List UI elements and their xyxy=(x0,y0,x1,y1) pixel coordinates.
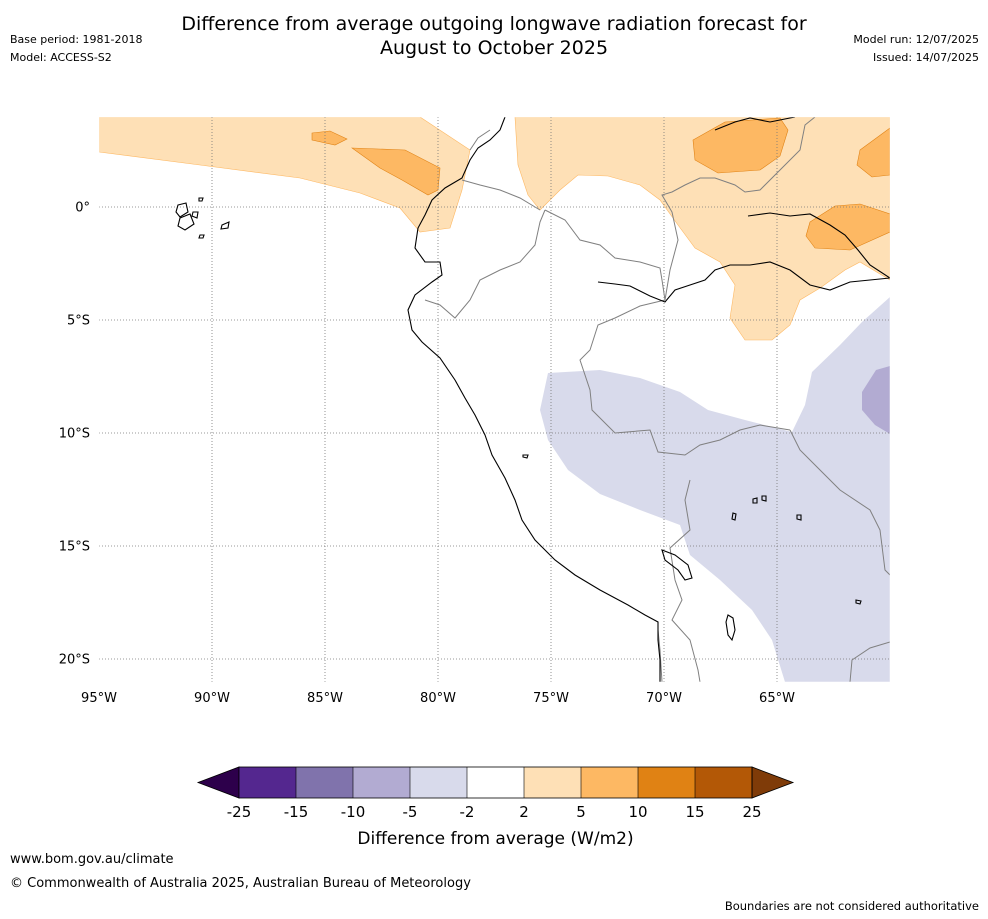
coast-galapagos-3 xyxy=(191,211,199,219)
lon-tick-label: 85°W xyxy=(307,691,343,706)
border-colombia-ecuador xyxy=(461,179,541,211)
issued-date: Issued: 14/07/2025 xyxy=(872,51,979,64)
pos-medium-amazon xyxy=(805,203,890,251)
lon-tick-label: 90°W xyxy=(194,691,230,706)
colorbar-segment xyxy=(296,767,353,798)
colorbar-over-arrow xyxy=(751,766,795,799)
colorbar-tick-label: 10 xyxy=(628,803,647,821)
coast-caribbean xyxy=(714,117,796,131)
colorbar-tick-label: -10 xyxy=(341,803,366,821)
colorbar-tick-label: -5 xyxy=(403,803,418,821)
anomaly-negative-medium xyxy=(862,366,890,434)
model-name: Model: ACCESS-S2 xyxy=(10,51,112,64)
title-line-2: August to October 2025 xyxy=(379,37,609,59)
lake-poopo xyxy=(725,614,736,642)
chart-title: Difference from average outgoing longwav… xyxy=(0,12,988,60)
gridlines xyxy=(99,117,890,682)
colorbar-tick-label: 5 xyxy=(576,803,586,821)
lake-titicaca xyxy=(661,549,693,581)
border-colombia-peru-brazil xyxy=(544,209,666,301)
colorbar-segment xyxy=(467,767,524,798)
colorbar-segment xyxy=(353,767,410,798)
lon-tick-label: 80°W xyxy=(420,691,456,706)
colorbar-tick-label: 15 xyxy=(685,803,704,821)
lon-tick-label: 95°W xyxy=(81,691,117,706)
copyright-text: © Commonwealth of Australia 2025, Austra… xyxy=(10,876,471,891)
lake-small-2 xyxy=(752,497,758,504)
colorbar-frame xyxy=(238,766,753,799)
pos-medium-pacific xyxy=(351,147,441,196)
lat-tick-label: 10°S xyxy=(59,426,90,441)
coast-galapagos-2 xyxy=(177,213,195,231)
border-chile-argentina xyxy=(657,629,663,682)
border-colombia-venezuela xyxy=(661,117,816,301)
colorbar-segment xyxy=(695,767,752,798)
colorbar-tick-label: -25 xyxy=(227,803,252,821)
river-negro xyxy=(747,212,890,279)
base-period: Base period: 1981-2018 xyxy=(10,33,143,46)
national-borders xyxy=(424,117,890,682)
title-line-1: Difference from average outgoing longwav… xyxy=(181,13,807,35)
coast-galapagos-1 xyxy=(175,202,189,218)
colorbar-under-arrow xyxy=(196,766,240,799)
colorbar-tick-label: -15 xyxy=(284,803,309,821)
lat-tick-label: 5°S xyxy=(67,313,90,328)
website-link[interactable]: www.bom.gov.au/climate xyxy=(10,852,174,867)
plot-frame xyxy=(98,116,891,683)
coast-pacific-south-america xyxy=(407,117,661,682)
lake-small-4 xyxy=(731,512,737,521)
colorbar-segment xyxy=(410,767,467,798)
map-axis-labels: 95°W 90°W 85°W 80°W 75°W 70°W 65°W 0° 5°S 10°S 15°… xyxy=(59,200,795,706)
lake-small-1 xyxy=(522,454,529,459)
lon-tick-label: 70°W xyxy=(646,691,682,706)
meta-left: Base period: 1981-2018 Model: ACCESS-S2 xyxy=(10,31,142,67)
border-peru-brazil xyxy=(579,299,791,456)
pos-medium-northeast xyxy=(856,127,890,178)
anomaly-positive-light xyxy=(99,117,890,341)
colorbar-tick-label: 2 xyxy=(519,803,529,821)
border-bolivia-brazil xyxy=(789,429,890,576)
boundary-note: Boundaries are not considered authoritat… xyxy=(724,899,979,913)
pos-medium-colombia xyxy=(692,117,789,174)
meta-right: Model run: 12/07/2025 Issued: 14/07/2025 xyxy=(853,31,979,67)
coast-galapagos-5 xyxy=(198,234,205,239)
lon-tick-label: 65°W xyxy=(759,691,795,706)
colorbar-tick-label: -2 xyxy=(460,803,475,821)
lat-tick-label: 15°S xyxy=(59,539,90,554)
map-plot-area xyxy=(99,117,890,682)
lake-small-5 xyxy=(796,514,802,521)
pos-light-northwest xyxy=(99,117,471,233)
lat-tick-label: 0° xyxy=(75,200,90,215)
lake-small-3 xyxy=(761,495,767,502)
border-bolivia-paraguay xyxy=(849,641,890,682)
coast-galapagos-6 xyxy=(198,197,204,202)
border-ecuador-peru xyxy=(424,209,546,319)
coast-galapagos-4 xyxy=(220,221,230,230)
colorbar-tick-label: 25 xyxy=(742,803,761,821)
anomaly-positive-medium xyxy=(311,117,890,251)
lat-tick-label: 20°S xyxy=(59,652,90,667)
border-peru-bolivia xyxy=(669,479,701,682)
border-panama-colombia xyxy=(469,129,491,151)
lon-tick-label: 75°W xyxy=(533,691,569,706)
river-amazon xyxy=(597,261,890,303)
colorbar-segment xyxy=(524,767,581,798)
colorbar-segment xyxy=(581,767,638,798)
colorbar-segment xyxy=(239,767,296,798)
pos-light-northeast xyxy=(514,117,890,341)
anomaly-negative-light xyxy=(540,297,890,682)
lake-small-6 xyxy=(855,599,862,605)
colorbar-label: Difference from average (W/m2) xyxy=(357,829,633,849)
colorbar-segment xyxy=(638,767,695,798)
coastlines xyxy=(175,117,890,682)
pos-medium-small xyxy=(311,130,348,146)
model-run: Model run: 12/07/2025 xyxy=(853,33,979,46)
